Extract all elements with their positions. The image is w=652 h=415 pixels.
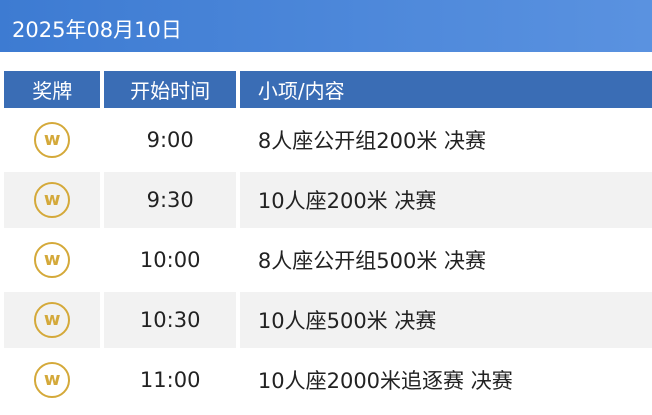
date-header: 2025年08月10日 — [0, 0, 652, 52]
medal-cell: w — [4, 232, 100, 288]
col-time: 开始时间 — [104, 71, 236, 108]
gold-medal-icon: w — [34, 242, 71, 278]
col-event: 小项/内容 — [239, 71, 652, 108]
medal-cell: w — [4, 352, 100, 408]
col-medal: 奖牌 — [4, 71, 101, 108]
event-name: 10人座200米 决赛 — [239, 172, 652, 228]
start-time: 10:30 — [104, 292, 236, 348]
event-name: 8人座公开组200米 决赛 — [257, 129, 486, 153]
table-header: 奖牌 开始时间 小项/内容 — [4, 71, 652, 108]
medal-cell: w — [4, 172, 101, 228]
medal-cell: w — [4, 292, 101, 348]
event-name: 10人座500米 决赛 — [239, 292, 652, 348]
table-row[interactable]: w 9:30 10人座200米 决赛 — [4, 172, 652, 228]
table-row[interactable]: w 10:30 10人座500米 决赛 — [4, 292, 652, 348]
event-name: 8人座公开组500米 决赛 — [257, 249, 486, 273]
start-time: 10:00 — [139, 248, 201, 272]
gold-medal-icon: w — [34, 302, 71, 338]
gold-medal-icon: w — [34, 362, 71, 398]
table-row[interactable]: w 9:00 8人座公开组200米 决赛 — [4, 112, 652, 168]
table-row[interactable]: w 10:00 8人座公开组500米 决赛 — [4, 232, 652, 288]
gold-medal-icon: w — [34, 182, 71, 218]
date-title: 2025年08月10日 — [12, 18, 182, 42]
schedule-table: 奖牌 开始时间 小项/内容 w 9:00 8人座公开组200米 决赛 w 9:30… — [0, 67, 652, 412]
start-time: 9:00 — [146, 128, 194, 152]
start-time: 11:00 — [139, 368, 201, 392]
event-name: 10人座2000米追逐赛 决赛 — [257, 369, 513, 393]
start-time: 9:30 — [104, 172, 236, 228]
medal-cell: w — [4, 112, 100, 168]
gold-medal-icon: w — [34, 122, 71, 158]
table-row[interactable]: w 11:00 10人座2000米追逐赛 决赛 — [4, 352, 652, 408]
